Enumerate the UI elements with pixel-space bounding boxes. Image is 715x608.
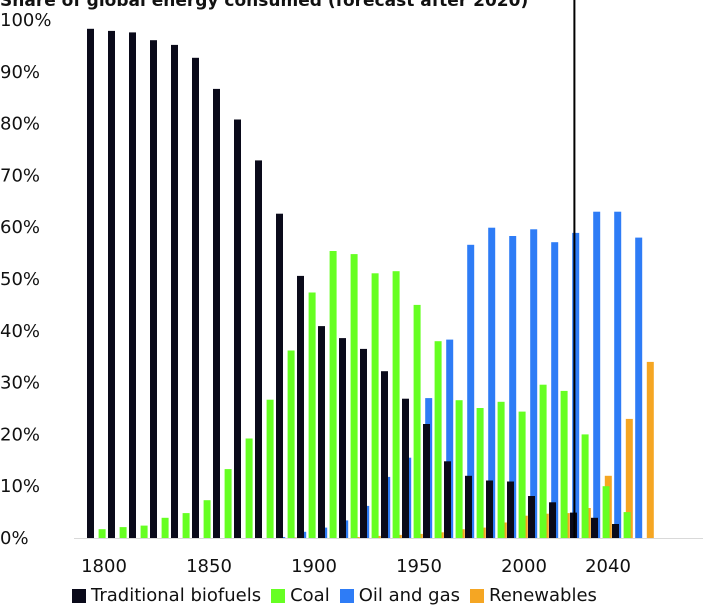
bar-traditional-biofuels-1910 <box>318 326 325 538</box>
bar-coal-1910 <box>329 251 337 538</box>
bar-traditional-biofuels-2000 <box>507 481 514 538</box>
y-tick-label: 0% <box>0 528 29 549</box>
y-tick-label: 100% <box>0 10 51 31</box>
chart-title: Share of global energy consumed (forecas… <box>0 0 528 11</box>
bar-coal-1830 <box>161 517 169 538</box>
bar-traditional-biofuels-1890 <box>276 213 283 538</box>
bar-coal-2000 <box>518 411 526 538</box>
legend-swatch <box>271 588 286 603</box>
y-tick-label: 30% <box>0 373 40 394</box>
bar-traditional-biofuels-2010 <box>528 496 535 538</box>
bar-oil-and-gas-2010 <box>551 242 559 538</box>
bar-coal-1990 <box>497 401 505 538</box>
bar-coal-1900 <box>308 292 316 538</box>
y-tick-label: 40% <box>0 321 40 342</box>
bar-coal-1890 <box>287 350 295 538</box>
x-tick-label: 2000 <box>501 556 547 577</box>
bar-coal-1850 <box>203 500 211 538</box>
x-tick-label: 1850 <box>186 556 232 577</box>
bar-traditional-biofuels-1940 <box>381 371 388 538</box>
bar-traditional-biofuels-2040 <box>591 517 598 538</box>
bar-traditional-biofuels-1920 <box>339 338 346 538</box>
bar-traditional-biofuels-1960 <box>423 424 430 538</box>
bar-oil-and-gas-2000 <box>530 229 538 539</box>
y-tick-label: 90% <box>0 62 40 83</box>
bar-coal-1970 <box>455 400 463 538</box>
bar-coal-1880 <box>266 399 274 538</box>
bar-traditional-biofuels-1900 <box>297 275 304 538</box>
bar-coal-1920 <box>350 254 358 538</box>
bar-coal-2050 <box>623 512 631 538</box>
bar-traditional-biofuels-2050 <box>612 524 619 538</box>
bar-traditional-biofuels-1850 <box>192 57 199 539</box>
bar-traditional-biofuels-1870 <box>234 119 241 538</box>
y-tick-label: 80% <box>0 114 40 135</box>
bar-traditional-biofuels-1950 <box>402 398 409 538</box>
bar-coal-2040 <box>602 486 610 538</box>
bar-traditional-biofuels-1820 <box>129 32 136 539</box>
bar-traditional-biofuels-1800 <box>87 28 94 539</box>
x-axis: 1800 1850 1900 1950 2000 2040 <box>81 556 631 577</box>
legend-item-oil-and-gas: Oil and gas <box>339 585 461 606</box>
bar-traditional-biofuels-2020 <box>549 502 556 538</box>
bar-traditional-biofuels-1810 <box>108 30 115 539</box>
y-tick-label: 50% <box>0 269 40 290</box>
bar-renewables-2050 <box>646 361 654 538</box>
bar-traditional-biofuels-1970 <box>444 461 451 538</box>
bar-coal-2030 <box>581 434 589 538</box>
bar-oil-and-gas-2030 <box>593 211 601 538</box>
bar-coal-1860 <box>224 469 232 538</box>
legend: Traditional biofuels Coal Oil and gas Renew… <box>72 583 607 608</box>
bar-oil-and-gas-1970 <box>467 244 475 539</box>
bars <box>74 28 703 539</box>
bar-coal-1820 <box>140 525 148 538</box>
legend-item-renewables: Renewables <box>470 585 597 606</box>
bar-traditional-biofuels-1990 <box>486 480 493 538</box>
y-tick-label: 70% <box>0 165 40 186</box>
y-tick-label: 60% <box>0 217 40 238</box>
bar-coal-1960 <box>434 341 442 538</box>
bar-traditional-biofuels-1880 <box>255 160 262 538</box>
x-tick-label: 1800 <box>81 556 127 577</box>
bar-traditional-biofuels-1840 <box>171 44 178 539</box>
legend-label: Traditional biofuels <box>91 585 262 606</box>
legend-label: Renewables <box>489 585 597 606</box>
legend-swatch <box>339 588 354 603</box>
x-tick-label: 1900 <box>291 556 337 577</box>
legend-label: Oil and gas <box>358 585 461 606</box>
bar-coal-1930 <box>371 273 379 538</box>
legend-label: Coal <box>290 585 330 606</box>
bar-coal-1870 <box>245 438 253 538</box>
legend-item-traditional-biofuels: Traditional biofuels <box>72 585 261 606</box>
bar-oil-and-gas-2020 <box>572 232 580 538</box>
legend-swatch <box>470 588 485 603</box>
y-tick-label: 20% <box>0 424 40 445</box>
bar-coal-1950 <box>413 304 421 538</box>
bar-coal-1810 <box>119 527 127 538</box>
bar-traditional-biofuels-1860 <box>213 88 220 539</box>
bar-coal-2020 <box>560 390 568 538</box>
x-tick-label: 1950 <box>396 556 442 577</box>
legend-item-coal: Coal <box>271 585 330 606</box>
bar-oil-and-gas-1980 <box>488 227 496 538</box>
bar-oil-and-gas-1990 <box>509 236 517 538</box>
legend-swatch <box>72 588 86 603</box>
bar-oil-and-gas-2040 <box>614 211 622 538</box>
bar-traditional-biofuels-1980 <box>465 475 472 538</box>
bar-coal-1800 <box>98 529 106 538</box>
y-tick-label: 10% <box>0 476 40 497</box>
y-axis: 0% 10% 20% 30% 40% 50% 60% 70% 80% 90% 100% <box>0 10 51 549</box>
bar-coal-1840 <box>182 513 190 538</box>
bar-traditional-biofuels-1830 <box>150 40 157 538</box>
bar-coal-2010 <box>539 384 547 538</box>
bar-traditional-biofuels-1930 <box>360 348 367 538</box>
bar-oil-and-gas-2050 <box>635 237 643 538</box>
bar-oil-and-gas-1960 <box>446 339 454 538</box>
bar-coal-1980 <box>476 408 484 538</box>
x-tick-label: 2040 <box>585 556 631 577</box>
bar-coal-1940 <box>392 271 400 538</box>
bar-renewables-2040 <box>625 418 633 538</box>
